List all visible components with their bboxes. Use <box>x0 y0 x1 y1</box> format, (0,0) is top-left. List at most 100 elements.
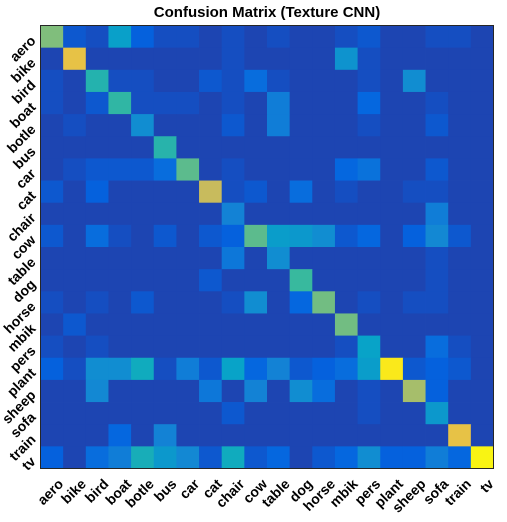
heatmap-cell-chair-pers <box>357 202 381 226</box>
heatmap-cell-bike-chair <box>221 47 245 71</box>
heatmap-cell-bird-bike <box>63 69 87 93</box>
heatmap-cell-plant-bird <box>85 357 109 381</box>
heatmap-cell-train-bird <box>85 424 109 447</box>
heatmap-cell-sofa-train <box>448 402 472 425</box>
heatmap-cell-bike-bus <box>153 47 177 71</box>
heatmap-cell-bus-table <box>267 136 291 159</box>
heatmap-cell-table-sofa <box>425 247 449 270</box>
heatmap-cell-cat-bike <box>63 180 87 204</box>
heatmap-cell-dog-boat <box>108 269 132 292</box>
heatmap-cell-sofa-cat <box>199 402 223 425</box>
heatmap-cell-cat-tv <box>470 180 494 204</box>
heatmap-cell-plant-chair <box>221 357 245 381</box>
heatmap-cell-pers-sofa <box>425 335 449 359</box>
heatmap-cell-tv-boat <box>108 446 132 469</box>
heatmap-cell-mbik-botle <box>131 313 155 336</box>
heatmap-cell-cow-table <box>267 224 291 248</box>
heatmap-cell-tv-sofa <box>425 446 449 469</box>
heatmap-cell-bird-tv <box>470 69 494 93</box>
heatmap-cell-bike-car <box>176 47 200 71</box>
heatmap-cell-tv-car <box>176 446 200 469</box>
y-tick-label-car: car <box>12 165 39 192</box>
x-tick-label-train: train <box>441 476 474 509</box>
heatmap-cell-train-sofa <box>425 424 449 447</box>
heatmap-cell-botle-sheep <box>402 114 426 137</box>
heatmap-cell-aero-plant <box>380 25 404 49</box>
heatmap-cell-dog-tv <box>470 269 494 292</box>
heatmap-cell-pers-cow <box>244 335 268 359</box>
heatmap-cell-cow-cat <box>199 224 223 248</box>
heatmap-cell-mbik-boat <box>108 313 132 336</box>
heatmap-cell-car-chair <box>221 158 245 181</box>
heatmap-cell-plant-tv <box>470 357 494 381</box>
heatmap-cell-train-cat <box>199 424 223 447</box>
heatmap-cell-sheep-sofa <box>425 379 449 403</box>
heatmap-cell-train-dog <box>289 424 313 447</box>
heatmap-cell-bird-bird <box>85 69 109 93</box>
heatmap-cell-bird-aero <box>40 69 64 93</box>
heatmap-cell-sofa-mbik <box>334 402 358 425</box>
heatmap-cell-bus-aero <box>40 136 64 159</box>
heatmap-cell-bike-train <box>448 47 472 71</box>
heatmap-cell-horse-sheep <box>402 291 426 314</box>
heatmap-cell-sheep-sheep <box>402 379 426 403</box>
heatmap-cell-chair-bird <box>85 202 109 226</box>
heatmap-cell-cat-car <box>176 180 200 204</box>
heatmap-cell-plant-botle <box>131 357 155 381</box>
heatmap-cell-sofa-dog <box>289 402 313 425</box>
heatmap-cell-cat-plant <box>380 180 404 204</box>
heatmap-cell-dog-sheep <box>402 269 426 292</box>
heatmap-cell-boat-horse <box>312 91 336 115</box>
heatmap-cell-tv-horse <box>312 446 336 469</box>
heatmap-cell-train-car <box>176 424 200 447</box>
heatmap-cell-bus-chair <box>221 136 245 159</box>
heatmap-cell-tv-bike <box>63 446 87 469</box>
heatmap-cell-cat-sofa <box>425 180 449 204</box>
heatmap-cell-plant-mbik <box>334 357 358 381</box>
heatmap-cell-train-boat <box>108 424 132 447</box>
heatmap-cell-pers-pers <box>357 335 381 359</box>
heatmap-cell-boat-car <box>176 91 200 115</box>
heatmap-cell-tv-dog <box>289 446 313 469</box>
heatmap-cell-chair-dog <box>289 202 313 226</box>
heatmap-cell-dog-bus <box>153 269 177 292</box>
heatmap-cell-pers-botle <box>131 335 155 359</box>
heatmap-cell-car-bike <box>63 158 87 181</box>
heatmap-cell-table-plant <box>380 247 404 270</box>
heatmap-cell-bike-plant <box>380 47 404 71</box>
heatmap-cell-cat-mbik <box>334 180 358 204</box>
heatmap-cell-aero-botle <box>131 25 155 49</box>
heatmap-cell-pers-chair <box>221 335 245 359</box>
heatmap-cell-mbik-sofa <box>425 313 449 336</box>
heatmap-cell-botle-car <box>176 114 200 137</box>
heatmap-cell-pers-train <box>448 335 472 359</box>
heatmap-cell-tv-tv <box>470 446 494 469</box>
heatmap-cell-aero-mbik <box>334 25 358 49</box>
heatmap-cell-horse-bird <box>85 291 109 314</box>
heatmap-cell-dog-mbik <box>334 269 358 292</box>
heatmap-cell-sofa-cow <box>244 402 268 425</box>
heatmap-cell-sofa-bird <box>85 402 109 425</box>
heatmap-cell-pers-plant <box>380 335 404 359</box>
heatmap-cell-bus-tv <box>470 136 494 159</box>
heatmap-cell-chair-mbik <box>334 202 358 226</box>
heatmap-cell-dog-sofa <box>425 269 449 292</box>
heatmap-cell-bus-bike <box>63 136 87 159</box>
heatmap-cell-table-dog <box>289 247 313 270</box>
heatmap-cell-bike-sheep <box>402 47 426 71</box>
heatmap-cell-tv-bird <box>85 446 109 469</box>
heatmap-cell-horse-pers <box>357 291 381 314</box>
heatmap-cell-botle-aero <box>40 114 64 137</box>
heatmap-cell-horse-aero <box>40 291 64 314</box>
heatmap-cell-mbik-dog <box>289 313 313 336</box>
heatmap-cell-dog-cow <box>244 269 268 292</box>
heatmap-cell-aero-sofa <box>425 25 449 49</box>
heatmap-cell-cow-mbik <box>334 224 358 248</box>
heatmap-cell-bike-bird <box>85 47 109 71</box>
heatmap-cell-tv-bus <box>153 446 177 469</box>
heatmap-cell-dog-dog <box>289 269 313 292</box>
heatmap-cell-bus-pers <box>357 136 381 159</box>
heatmap-cell-aero-bus <box>153 25 177 49</box>
heatmap-cell-train-cow <box>244 424 268 447</box>
